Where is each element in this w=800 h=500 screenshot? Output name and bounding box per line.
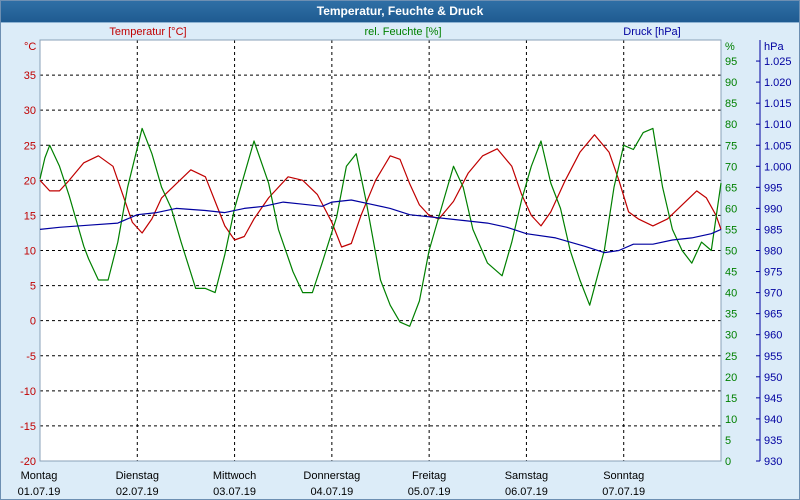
humidity-tick-label: 0: [725, 456, 731, 468]
humidity-tick-label: 75: [725, 140, 737, 152]
temperature-unit-label: °C: [24, 41, 36, 53]
pressure-tick-label: 1.010: [764, 119, 792, 131]
humidity-axis-title: rel. Feuchte [%]: [364, 26, 441, 38]
temperature-tick-label: 25: [24, 140, 36, 152]
pressure-series-line: [39, 199, 722, 254]
pressure-tick-label: 985: [764, 224, 782, 236]
humidity-tick-label: 5: [725, 435, 731, 447]
temperature-series-line: [39, 134, 722, 248]
plot-frame: [39, 39, 722, 462]
window-title: Temperatur, Feuchte & Druck: [316, 4, 484, 18]
plot-area: [40, 40, 721, 461]
humidity-tick-label: 70: [725, 161, 737, 173]
pressure-tick-label: 930: [764, 456, 782, 468]
pressure-tick-label: 1.015: [764, 98, 792, 110]
temperature-tick-label: 5: [30, 281, 36, 293]
temperature-tick-label: 15: [24, 210, 36, 222]
temperature-tick-label: 0: [30, 316, 36, 328]
humidity-series-line: [39, 127, 722, 327]
humidity-tick-label: 55: [725, 224, 737, 236]
day-label-date: 01.07.19: [18, 486, 61, 498]
humidity-tick-label: 20: [725, 372, 737, 384]
humidity-tick-label: 15: [725, 393, 737, 405]
temperature-axis-title: Temperatur [°C]: [109, 26, 186, 38]
pressure-tick-label: 1.020: [764, 77, 792, 89]
humidity-tick-label: 50: [725, 246, 737, 258]
pressure-tick-label: 935: [764, 435, 782, 447]
humidity-tick-label: 25: [725, 351, 737, 363]
day-label-weekday: Sonntag: [603, 470, 644, 482]
humidity-unit-label: %: [725, 41, 735, 53]
pressure-tick-label: 965: [764, 309, 782, 321]
humidity-tick-label: 90: [725, 77, 737, 89]
pressure-tick-label: 1.000: [764, 161, 792, 173]
temperature-tick-label: 20: [24, 175, 36, 187]
temperature-tick-label: 35: [24, 70, 36, 82]
pressure-tick-label: 970: [764, 288, 782, 300]
temperature-tick-label: -10: [20, 386, 36, 398]
pressure-tick-label: 1.005: [764, 140, 792, 152]
day-label-weekday: Samstag: [505, 470, 548, 482]
pressure-tick-label: 980: [764, 246, 782, 258]
day-label-date: 07.07.19: [602, 486, 645, 498]
pressure-tick-label: 975: [764, 267, 782, 279]
humidity-tick-label: 85: [725, 98, 737, 110]
day-label-date: 04.07.19: [310, 486, 353, 498]
pressure-tick-label: 940: [764, 414, 782, 426]
pressure-unit-label: hPa: [764, 41, 784, 53]
humidity-tick-label: 60: [725, 203, 737, 215]
pressure-tick-label: 960: [764, 330, 782, 342]
pressure-tick-label: 945: [764, 393, 782, 405]
day-label-date: 05.07.19: [408, 486, 451, 498]
humidity-tick-label: 30: [725, 330, 737, 342]
day-label-weekday: Donnerstag: [303, 470, 360, 482]
day-label-weekday: Dienstag: [116, 470, 159, 482]
humidity-tick-label: 80: [725, 119, 737, 131]
day-label-weekday: Freitag: [412, 470, 446, 482]
pressure-tick-label: 955: [764, 351, 782, 363]
day-label-weekday: Montag: [21, 470, 58, 482]
temperature-tick-label: 10: [24, 246, 36, 258]
humidity-tick-label: 40: [725, 288, 737, 300]
pressure-tick-label: 950: [764, 372, 782, 384]
pressure-axis-title: Druck [hPa]: [623, 26, 680, 38]
temperature-tick-label: -5: [26, 351, 36, 363]
day-label-date: 02.07.19: [116, 486, 159, 498]
pressure-tick-label: 990: [764, 203, 782, 215]
title-bar: Temperatur, Feuchte & Druck: [1, 1, 799, 23]
pressure-tick-label: 995: [764, 182, 782, 194]
day-label-weekday: Mittwoch: [213, 470, 256, 482]
temperature-tick-label: -20: [20, 456, 36, 468]
temperature-tick-label: -15: [20, 421, 36, 433]
humidity-tick-label: 65: [725, 182, 737, 194]
humidity-tick-label: 10: [725, 414, 737, 426]
humidity-tick-label: 95: [725, 56, 737, 68]
pressure-tick-label: 1.025: [764, 56, 792, 68]
day-label-date: 03.07.19: [213, 486, 256, 498]
humidity-tick-label: 35: [725, 309, 737, 321]
humidity-tick-label: 45: [725, 267, 737, 279]
temperature-tick-label: 30: [24, 105, 36, 117]
day-label-date: 06.07.19: [505, 486, 548, 498]
